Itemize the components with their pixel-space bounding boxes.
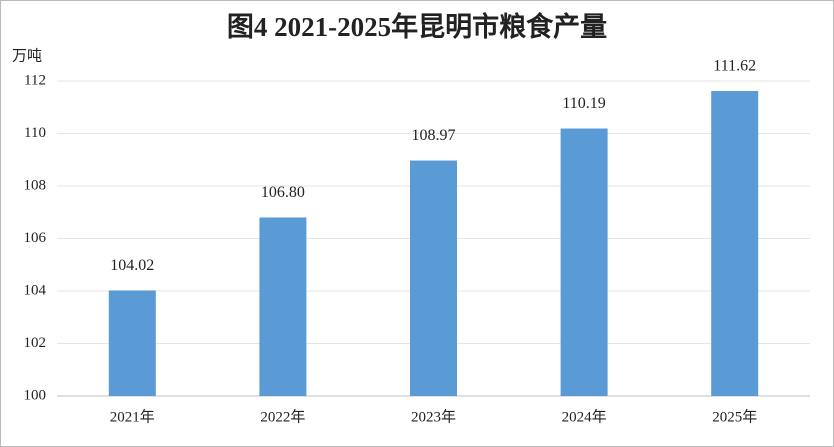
y-tick-label: 108	[24, 177, 47, 193]
y-tick-label: 110	[24, 125, 46, 141]
y-tick-label: 100	[24, 387, 47, 403]
bar	[711, 90, 759, 396]
data-label: 106.80	[261, 184, 305, 201]
y-tick-label: 112	[24, 72, 46, 88]
x-tick-label: 2023年	[411, 408, 456, 425]
y-tick-label: 104	[24, 282, 47, 298]
bar	[410, 160, 457, 396]
y-tick-label: 106	[24, 230, 47, 246]
y-tick-label: 102	[24, 335, 47, 351]
data-label: 111.62	[713, 58, 756, 75]
x-tick-label: 2021年	[110, 408, 155, 425]
data-label: 108.97	[412, 127, 456, 144]
data-label: 104.02	[110, 257, 154, 274]
bar	[108, 290, 156, 396]
chart-title: 图4 2021-2025年昆明市粮食产量	[227, 11, 607, 42]
y-axis-label: 万吨	[12, 47, 42, 64]
data-label: 110.19	[562, 95, 605, 112]
x-tick-label: 2025年	[712, 408, 757, 425]
x-tick-label: 2024年	[562, 408, 607, 425]
bar	[259, 217, 307, 396]
x-tick-label: 2022年	[260, 408, 305, 425]
bar	[560, 128, 608, 396]
